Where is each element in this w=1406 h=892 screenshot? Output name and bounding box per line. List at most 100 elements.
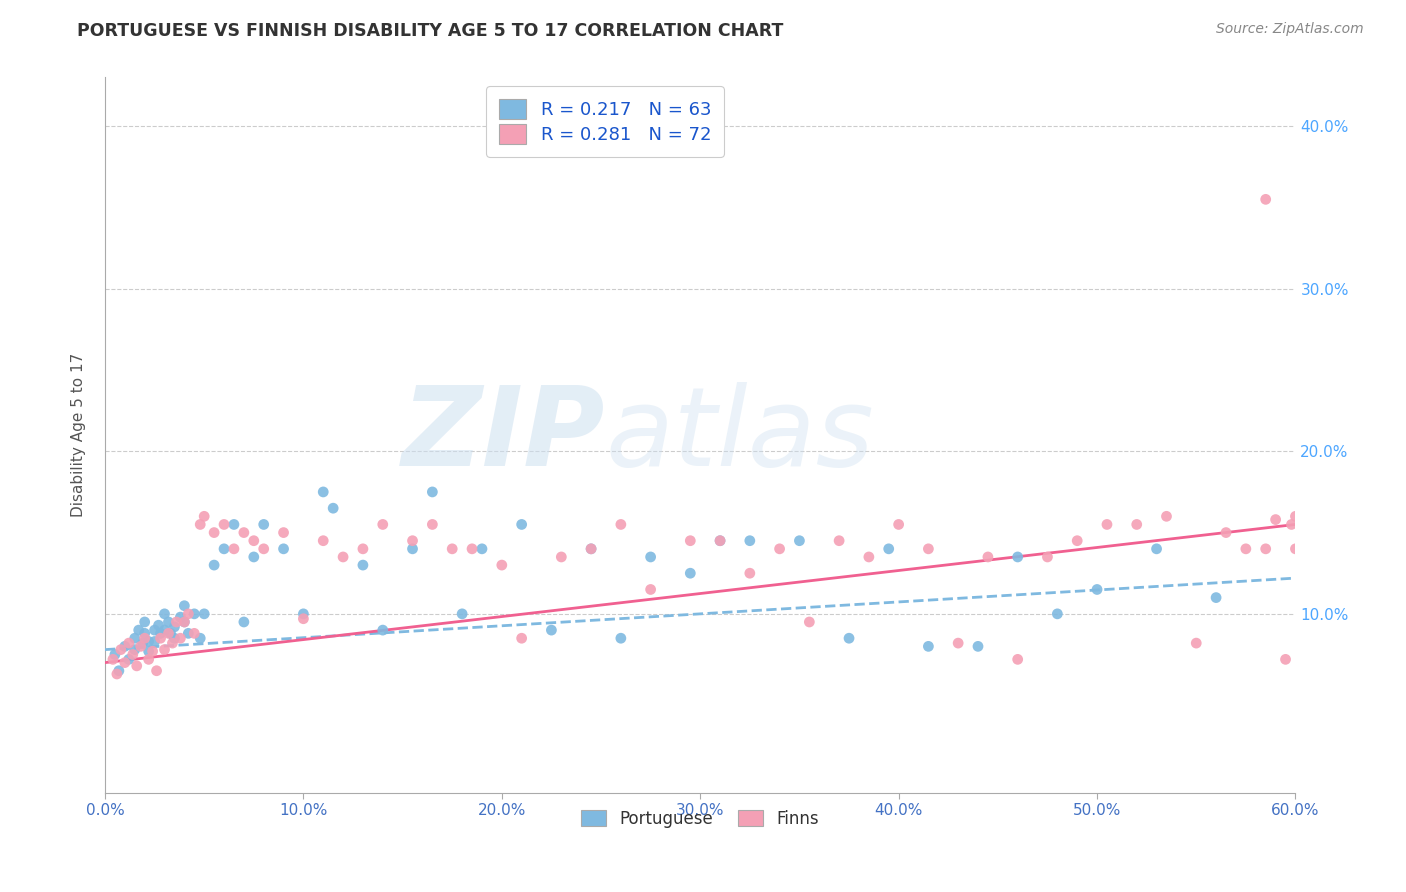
Point	[1284, 541, 1306, 556]
Point	[579, 541, 602, 556]
Point	[104, 648, 127, 662]
Point	[149, 632, 172, 646]
Point	[177, 607, 200, 621]
Point	[877, 541, 900, 556]
Point	[212, 517, 235, 532]
Point	[1234, 541, 1257, 556]
Point	[1146, 541, 1168, 556]
Point	[193, 509, 215, 524]
Point	[371, 623, 394, 637]
Point	[188, 632, 211, 646]
Point	[1215, 525, 1237, 540]
Point	[169, 610, 191, 624]
Point	[222, 541, 245, 556]
Point	[1205, 591, 1227, 605]
Point	[202, 525, 225, 540]
Point	[640, 582, 662, 597]
Point	[1085, 582, 1108, 597]
Point	[1095, 517, 1118, 532]
Point	[709, 533, 731, 548]
Point	[212, 541, 235, 556]
Point	[1284, 509, 1306, 524]
Point	[679, 533, 702, 548]
Point	[124, 632, 146, 646]
Point	[118, 636, 141, 650]
Point	[153, 623, 176, 637]
Point	[101, 652, 124, 666]
Point	[153, 607, 176, 621]
Point	[640, 549, 662, 564]
Point	[1185, 636, 1208, 650]
Text: Source: ZipAtlas.com: Source: ZipAtlas.com	[1216, 22, 1364, 37]
Point	[163, 632, 186, 646]
Point	[153, 642, 176, 657]
Point	[1254, 192, 1277, 206]
Point	[799, 615, 821, 629]
Point	[679, 566, 702, 581]
Point	[134, 615, 156, 629]
Point	[610, 632, 633, 646]
Point	[422, 485, 444, 500]
Point	[550, 549, 572, 564]
Point	[422, 517, 444, 532]
Point	[273, 541, 295, 556]
Point	[709, 533, 731, 548]
Point	[128, 623, 150, 637]
Point	[253, 517, 276, 532]
Point	[967, 640, 990, 654]
Point	[157, 626, 180, 640]
Point	[169, 632, 191, 646]
Point	[134, 626, 156, 640]
Legend: Portuguese, Finns: Portuguese, Finns	[575, 803, 825, 834]
Text: PORTUGUESE VS FINNISH DISABILITY AGE 5 TO 17 CORRELATION CHART: PORTUGUESE VS FINNISH DISABILITY AGE 5 T…	[77, 22, 783, 40]
Point	[105, 667, 128, 681]
Point	[145, 664, 167, 678]
Point	[332, 549, 354, 564]
Point	[1007, 652, 1029, 666]
Point	[110, 642, 132, 657]
Point	[451, 607, 474, 621]
Point	[292, 612, 315, 626]
Point	[946, 636, 969, 650]
Point	[173, 615, 195, 629]
Point	[173, 615, 195, 629]
Point	[461, 541, 484, 556]
Point	[143, 623, 166, 637]
Point	[162, 636, 184, 650]
Point	[108, 664, 131, 678]
Point	[292, 607, 315, 621]
Point	[188, 517, 211, 532]
Point	[143, 634, 166, 648]
Point	[177, 626, 200, 640]
Point	[322, 501, 344, 516]
Y-axis label: Disability Age 5 to 17: Disability Age 5 to 17	[72, 353, 86, 517]
Point	[148, 618, 170, 632]
Point	[1007, 549, 1029, 564]
Point	[510, 632, 533, 646]
Point	[738, 533, 761, 548]
Point	[183, 626, 205, 640]
Point	[401, 541, 423, 556]
Point	[193, 607, 215, 621]
Point	[124, 642, 146, 657]
Point	[232, 615, 254, 629]
Point	[401, 533, 423, 548]
Point	[312, 485, 335, 500]
Point	[118, 652, 141, 666]
Point	[838, 632, 860, 646]
Point	[887, 517, 910, 532]
Point	[202, 558, 225, 573]
Point	[121, 648, 143, 662]
Point	[768, 541, 790, 556]
Point	[253, 541, 276, 556]
Text: ZIP: ZIP	[402, 382, 605, 489]
Point	[243, 549, 266, 564]
Text: atlas: atlas	[605, 382, 873, 489]
Point	[1254, 541, 1277, 556]
Point	[138, 652, 160, 666]
Point	[1066, 533, 1088, 548]
Point	[441, 541, 464, 556]
Point	[977, 549, 1000, 564]
Point	[157, 615, 180, 629]
Point	[352, 558, 374, 573]
